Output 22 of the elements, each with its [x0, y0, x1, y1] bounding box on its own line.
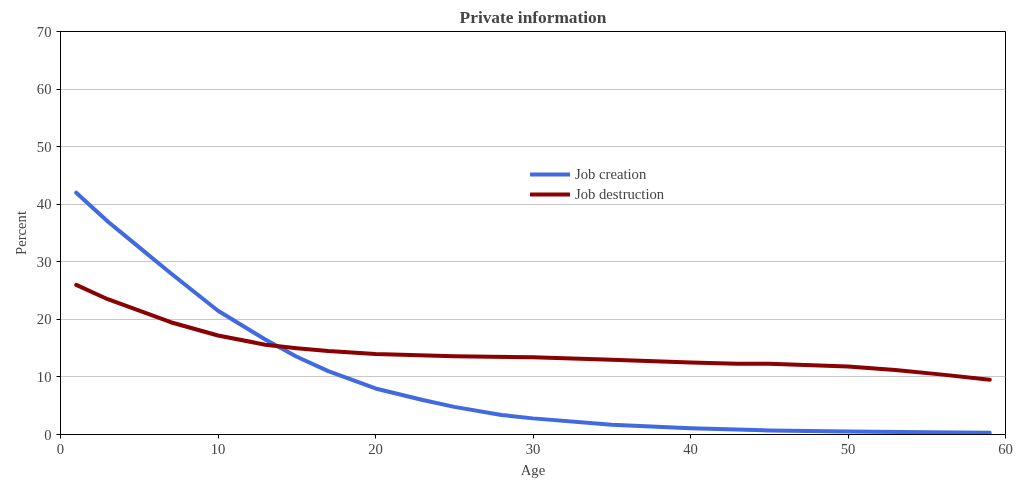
line-series: [74, 282, 992, 382]
x-tick-label: 60: [998, 440, 1013, 457]
x-tick-label: 10: [210, 440, 226, 457]
y-tick-label: 50: [36, 138, 52, 155]
y-tick-label: 0: [44, 426, 52, 443]
y-tick-label: 30: [36, 253, 52, 270]
x-tick-label: 20: [368, 440, 383, 457]
legend-label: Job creation: [575, 165, 647, 183]
legend-label: Job destruction: [575, 185, 665, 203]
y-tick-label: 60: [36, 81, 52, 98]
x-tick-label: 40: [683, 440, 698, 457]
line-series: [74, 190, 992, 435]
y-tick-label: 70: [36, 23, 52, 40]
y-axis-title: Percent: [12, 211, 29, 255]
x-tick-label: 50: [840, 440, 856, 457]
chart-title: Private information: [459, 7, 607, 27]
x-tick-label: 30: [525, 440, 541, 457]
y-tick-label: 40: [36, 196, 52, 213]
y-tick-label: 20: [36, 311, 52, 328]
x-tick-label: 0: [56, 440, 65, 457]
y-tick-label: 10: [36, 368, 52, 385]
x-axis-title: Age: [520, 461, 546, 478]
